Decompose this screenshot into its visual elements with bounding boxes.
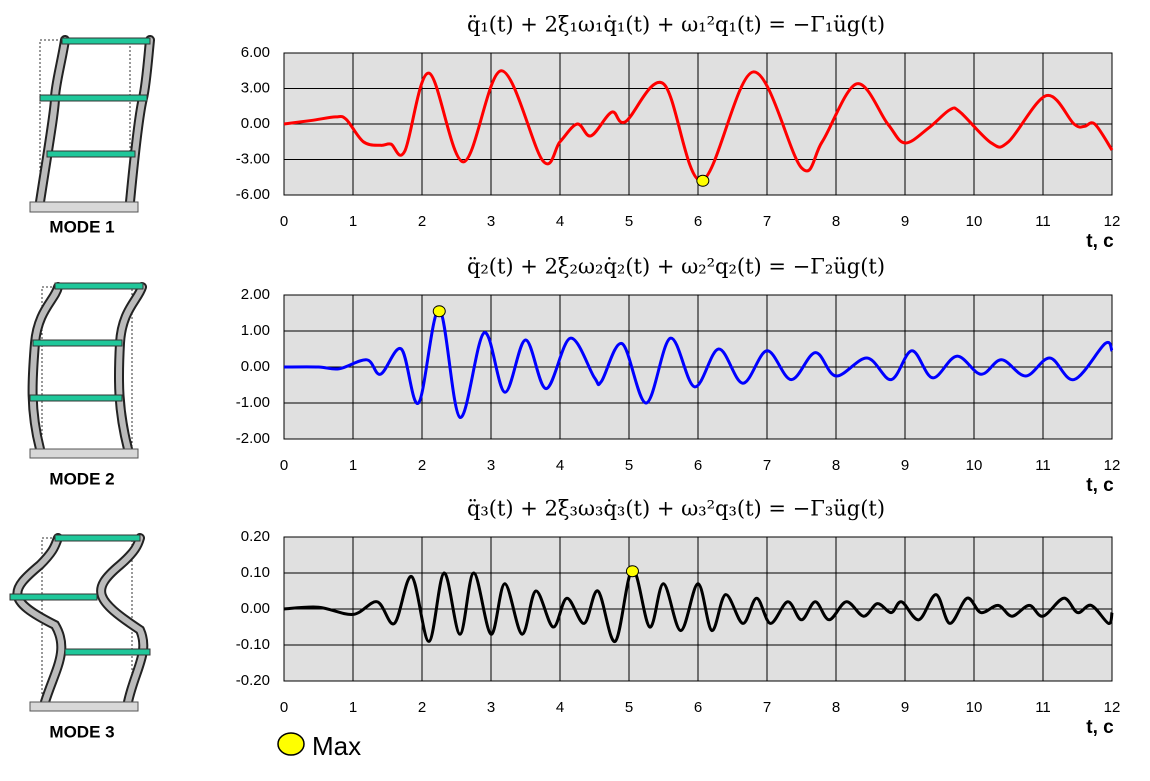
mode-3-diagram xyxy=(9,533,151,712)
x-tick-label: 9 xyxy=(901,213,909,230)
x-tick-label: 5 xyxy=(625,699,633,716)
line-series xyxy=(283,69,1114,183)
x-tick-label: 5 xyxy=(625,457,633,474)
mode-1-diagram xyxy=(29,35,155,213)
x-tick-label: 3 xyxy=(487,213,495,230)
mode-label: MODE 2 xyxy=(49,469,114,488)
x-tick-label: 12 xyxy=(1104,699,1121,716)
x-tick-label: 7 xyxy=(763,699,771,716)
x-tick-label: 12 xyxy=(1104,457,1121,474)
max-marker xyxy=(625,565,639,578)
y-tick-label: 1.00 xyxy=(241,322,270,339)
x-tick-label: 11 xyxy=(1035,213,1051,230)
x-tick-label: 10 xyxy=(966,457,983,474)
mode-label: MODE 1 xyxy=(49,217,114,236)
x-tick-label: 10 xyxy=(966,699,983,716)
x-tick-label: 3 xyxy=(487,457,495,474)
mode-label: MODE 3 xyxy=(49,722,114,741)
y-tick-label: 0.10 xyxy=(241,564,270,581)
y-tick-label: 0.00 xyxy=(241,115,270,132)
chart-title: q̈₂(t) + 2ξ₂ω₂q̇₂(t) + ω₂²q₂(t) = −Γ₂üg(… xyxy=(467,255,885,279)
y-tick-label: 0.00 xyxy=(241,358,270,375)
line-series xyxy=(283,567,1114,643)
x-tick-label: 11 xyxy=(1035,699,1051,716)
x-tick-label: 0 xyxy=(280,213,288,230)
line-series xyxy=(283,307,1114,419)
y-tick-label: -6.00 xyxy=(236,186,270,203)
y-tick-label: -0.10 xyxy=(236,636,270,653)
x-tick-label: 12 xyxy=(1104,213,1121,230)
x-tick-label: 8 xyxy=(832,457,840,474)
mode-2-diagram xyxy=(27,282,147,459)
x-axis-label: t, c xyxy=(1086,475,1114,496)
x-tick-label: 4 xyxy=(556,457,564,474)
x-tick-label: 7 xyxy=(763,213,771,230)
x-tick-label: 2 xyxy=(418,699,426,716)
x-tick-label: 1 xyxy=(349,699,357,716)
x-tick-label: 3 xyxy=(487,699,495,716)
y-tick-label: -3.00 xyxy=(236,150,270,167)
x-tick-label: 10 xyxy=(966,213,983,230)
y-tick-label: 6.00 xyxy=(241,44,270,61)
x-tick-label: 9 xyxy=(901,457,909,474)
x-tick-label: 6 xyxy=(694,213,702,230)
x-tick-label: 9 xyxy=(901,699,909,716)
y-tick-label: -1.00 xyxy=(236,394,270,411)
y-tick-label: -0.20 xyxy=(236,672,270,689)
x-tick-label: 7 xyxy=(763,457,771,474)
chart-title: q̈₁(t) + 2ξ₁ω₁q̇₁(t) + ω₁²q₁(t) = −Γ₁üg(… xyxy=(467,13,885,37)
legend-label: Max xyxy=(312,731,361,761)
x-tick-label: 2 xyxy=(418,213,426,230)
y-tick-label: -2.00 xyxy=(236,430,270,447)
y-tick-label: 0.20 xyxy=(241,528,270,545)
x-tick-label: 0 xyxy=(280,457,288,474)
x-tick-label: 6 xyxy=(694,699,702,716)
x-tick-label: 2 xyxy=(418,457,426,474)
x-axis-label: t, c xyxy=(1086,717,1114,738)
x-tick-label: 4 xyxy=(556,213,564,230)
x-tick-label: 8 xyxy=(832,699,840,716)
legend-marker xyxy=(277,732,305,756)
x-tick-label: 11 xyxy=(1035,457,1051,474)
x-axis-label: t, c xyxy=(1086,231,1114,252)
x-tick-label: 1 xyxy=(349,457,357,474)
x-tick-label: 1 xyxy=(349,213,357,230)
y-tick-label: 0.00 xyxy=(241,600,270,617)
y-tick-label: 3.00 xyxy=(241,79,270,96)
x-tick-label: 0 xyxy=(280,699,288,716)
x-tick-label: 4 xyxy=(556,699,564,716)
x-tick-label: 8 xyxy=(832,213,840,230)
x-tick-label: 5 xyxy=(625,213,633,230)
max-marker xyxy=(696,174,710,187)
max-marker xyxy=(432,305,446,318)
chart-title: q̈₃(t) + 2ξ₃ω₃q̇₃(t) + ω₃²q₃(t) = −Γ₃üg(… xyxy=(467,497,885,521)
y-tick-label: 2.00 xyxy=(241,286,270,303)
x-tick-label: 6 xyxy=(694,457,702,474)
